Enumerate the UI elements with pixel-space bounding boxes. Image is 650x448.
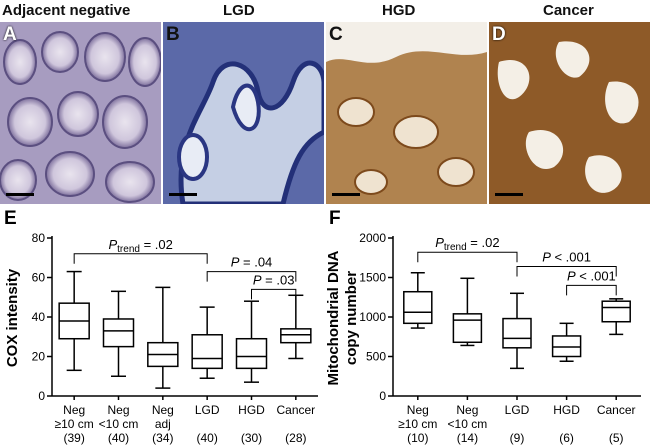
- x-tick-sample-size: (28): [285, 431, 306, 445]
- scale-bar: [332, 193, 360, 196]
- x-tick-label: LGD: [505, 403, 530, 417]
- x-tick-label: Cancer: [276, 403, 315, 417]
- x-tick-label: Neg: [107, 403, 129, 417]
- significance-bracket: [417, 251, 518, 263]
- panel-letter-d: D: [492, 24, 506, 45]
- p-value-label: P < .001: [542, 249, 591, 264]
- x-tick-sample-size: (10): [407, 431, 428, 445]
- y-tick-label: 20: [32, 350, 46, 364]
- panel-title-b: LGD: [223, 2, 255, 19]
- x-tick-label-line2: adj: [155, 417, 171, 431]
- panel-letter-a: A: [3, 24, 17, 45]
- x-tick-label: Neg: [63, 403, 85, 417]
- x-tick-label-line2: ≥10 cm: [55, 417, 94, 431]
- panel-title-a: Adjacent negative: [2, 2, 131, 19]
- micrograph-hgd: C: [326, 22, 487, 204]
- x-tick-sample-size: (40): [196, 431, 217, 445]
- y-axis-label: COX intensity: [4, 268, 21, 367]
- x-tick-label-line2: <10 cm: [448, 417, 488, 431]
- x-tick-label-line2: <10 cm: [99, 417, 139, 431]
- micrograph-d-image: [489, 22, 650, 204]
- y-tick-label: 500: [366, 350, 386, 364]
- y-tick-label: 60: [32, 271, 46, 285]
- p-value-label: P = .03: [253, 272, 295, 287]
- p-value-label: P < .001: [567, 268, 616, 283]
- box: [191, 334, 223, 370]
- significance-bracket: [206, 271, 297, 282]
- x-tick-sample-size: (6): [559, 431, 574, 445]
- y-tick-label: 0: [379, 389, 386, 403]
- y-tick-label: 1500: [359, 271, 386, 285]
- significance-bracket: [566, 284, 617, 296]
- panel-letter-e: E: [4, 208, 17, 229]
- scale-bar: [169, 193, 197, 196]
- micrograph-lgd: B: [163, 22, 324, 204]
- x-tick-sample-size: (14): [457, 431, 478, 445]
- y-tick-label: 2000: [359, 231, 386, 245]
- x-tick-label: HGD: [553, 403, 580, 417]
- scale-bar: [6, 193, 34, 196]
- box: [452, 313, 483, 344]
- significance-bracket: [516, 265, 617, 277]
- x-tick-label: HGD: [238, 403, 265, 417]
- x-tick-label-line2: ≥10 cm: [398, 417, 437, 431]
- micrograph-c-image: [326, 22, 487, 204]
- panel-title-c: HGD: [382, 2, 416, 19]
- x-tick-sample-size: (30): [241, 431, 262, 445]
- panel-letter-b: B: [166, 24, 180, 45]
- x-tick-label: Cancer: [597, 403, 636, 417]
- box: [280, 328, 312, 344]
- x-tick-sample-size: (40): [108, 431, 129, 445]
- x-tick-label: Neg: [456, 403, 478, 417]
- y-axis-label-line2: copy number: [343, 271, 360, 365]
- box: [502, 317, 532, 349]
- x-tick-sample-size: (34): [152, 431, 173, 445]
- box: [403, 290, 433, 325]
- panel-title-d: Cancer: [543, 2, 594, 19]
- x-tick-label: Neg: [407, 403, 429, 417]
- p-value-label: P = .04: [231, 255, 273, 270]
- y-tick-label: 0: [38, 389, 45, 403]
- p-value-label: Ptrend = .02: [435, 235, 499, 253]
- chart-f-mtdna-copy-number: F Mitochondrial DNA copy number 0 500 1000…: [325, 208, 641, 445]
- x-tick-sample-size: (5): [609, 431, 624, 445]
- box: [551, 335, 582, 358]
- y-tick-label: 80: [32, 231, 46, 245]
- x-tick-sample-size: (9): [510, 431, 525, 445]
- x-tick-sample-size: (39): [63, 431, 84, 445]
- box: [102, 318, 135, 348]
- y-tick-label: 1000: [359, 310, 386, 324]
- micrograph-b-image: [163, 22, 324, 204]
- micrograph-adjacent-negative: A: [0, 22, 161, 204]
- x-tick-label: LGD: [195, 403, 220, 417]
- significance-bracket: [73, 253, 208, 264]
- x-tick-label: Neg: [152, 403, 174, 417]
- box: [601, 300, 631, 323]
- micrograph-a-image: [0, 22, 161, 204]
- panel-letter-c: C: [329, 24, 343, 45]
- p-value-label: Ptrend = .02: [108, 237, 172, 255]
- significance-bracket: [251, 288, 297, 300]
- micrograph-cancer: D: [489, 22, 650, 204]
- box: [235, 337, 268, 370]
- panel-letter-f: F: [329, 208, 341, 229]
- y-tick-label: 40: [32, 310, 46, 324]
- scale-bar: [495, 193, 523, 196]
- y-axis-label-line1: Mitochondrial DNA: [325, 250, 342, 385]
